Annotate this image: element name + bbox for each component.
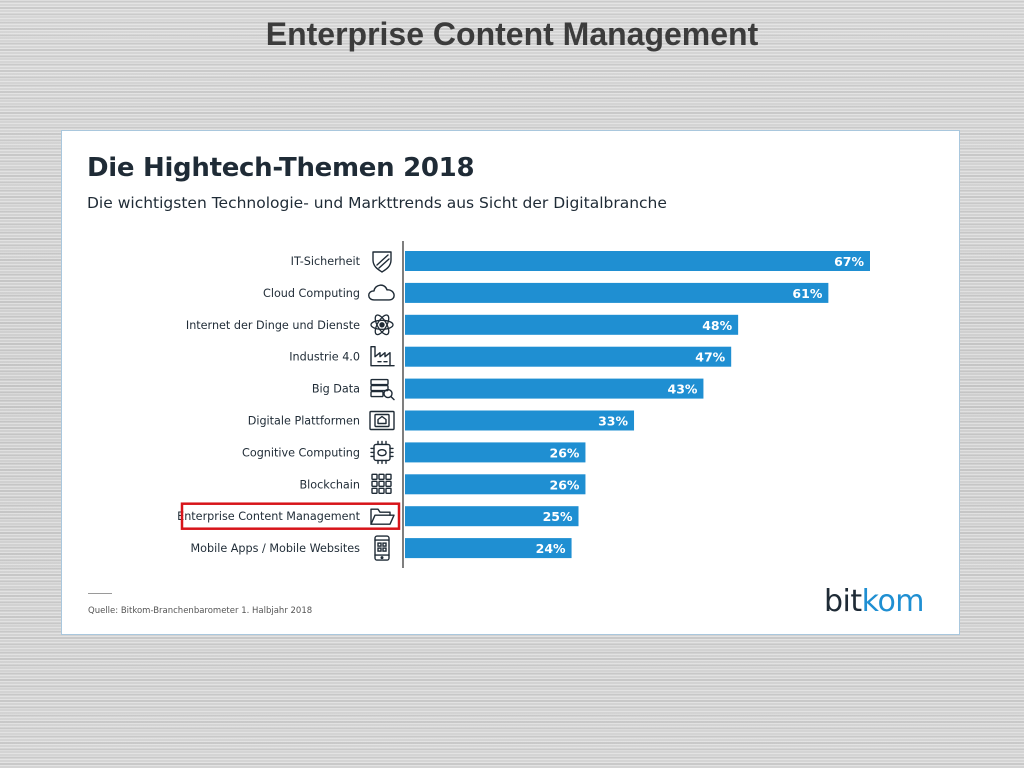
bar: [405, 474, 586, 495]
database-search-icon: [370, 378, 395, 401]
platform-icon: [369, 410, 395, 431]
category-label: Blockchain: [299, 478, 360, 491]
bar: [405, 410, 635, 431]
folder-icon: [370, 508, 395, 525]
bar: [405, 251, 870, 271]
value-label: 47%: [695, 350, 725, 365]
chip-brain-icon: [370, 440, 394, 465]
chart-title: Die Hightech-Themen 2018: [87, 153, 475, 183]
value-label: 24%: [536, 541, 566, 556]
bar: [405, 442, 586, 463]
bar: [405, 314, 739, 335]
slide-title: Enterprise Content Management: [265, 16, 759, 52]
cloud-icon: [368, 284, 395, 301]
logo-text-accent: kom: [861, 584, 925, 619]
highlight-box: [180, 502, 401, 530]
logo-text-main: bit: [824, 584, 862, 619]
category-label: Internet der Dinge und Dienste: [186, 319, 360, 332]
value-label: 43%: [668, 382, 698, 397]
category-label: Enterprise Content Management: [177, 510, 360, 523]
shield-icon: [372, 251, 392, 273]
category-label: IT-Sicherheit: [291, 255, 361, 268]
category-label: Big Data: [312, 383, 360, 396]
value-label: 25%: [543, 509, 573, 524]
category-label: Industrie 4.0: [289, 351, 360, 364]
category-label: Digitale Plattformen: [248, 415, 360, 428]
source-divider: [88, 593, 112, 594]
bar: [405, 378, 704, 399]
bar: [405, 282, 829, 303]
chart-subtitle: Die wichtigsten Technologie- und Markttr…: [87, 194, 667, 212]
bar: [405, 506, 579, 527]
bar: [405, 538, 572, 559]
smartphone-icon: [374, 535, 390, 561]
chart-card: Die Hightech-Themen 2018 Die wichtigsten…: [61, 130, 960, 635]
value-label: 33%: [598, 414, 628, 429]
value-label: 67%: [834, 254, 864, 269]
blockchain-icon: [371, 473, 392, 494]
factory-icon: [370, 346, 395, 367]
category-label: Cognitive Computing: [242, 446, 360, 459]
bitkom-logo: bitkom: [824, 584, 925, 619]
value-label: 26%: [550, 445, 580, 460]
value-label: 26%: [550, 477, 580, 492]
bar: [405, 346, 732, 367]
bar-chart: IT-Sicherheit 67% Cloud Computing 61% Intern…: [177, 241, 870, 568]
category-label: Mobile Apps / Mobile Websites: [191, 542, 361, 555]
source-note: Quelle: Bitkom-Branchenbarometer 1. Halb…: [88, 606, 313, 616]
value-label: 61%: [792, 286, 822, 301]
atom-icon: [370, 314, 394, 336]
value-label: 48%: [702, 318, 732, 333]
category-label: Cloud Computing: [263, 287, 360, 300]
